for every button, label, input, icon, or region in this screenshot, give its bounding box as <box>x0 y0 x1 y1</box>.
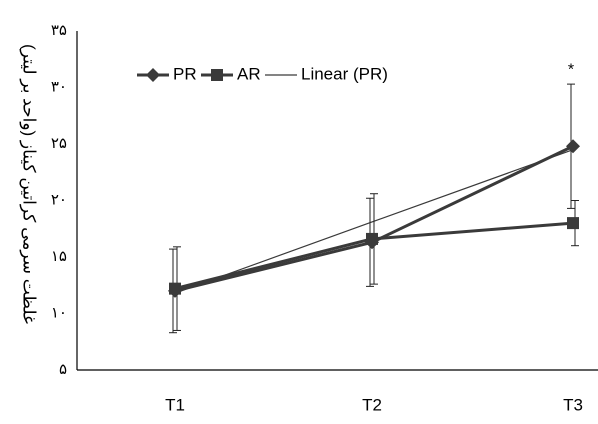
data-point-ar <box>366 232 378 245</box>
y-axis-label: غلظت سرمی کراتین کیناز (واحد بر لیتر) <box>20 44 39 324</box>
legend-label-linear-pr: Linear (PR) <box>301 64 388 83</box>
legend-marker-pr <box>146 68 160 82</box>
y-tick-label: ۱۰ <box>51 304 67 321</box>
x-tick-label: T2 <box>362 395 382 414</box>
axes: ۵ ۱۰ ۱۵ ۲۰ ۲۵ ۳۰ ۳۵ T1 T2 T3 <box>51 22 598 414</box>
legend-marker-ar <box>211 69 223 81</box>
trendline-layer <box>174 149 574 294</box>
annotations-layer: * <box>568 61 574 78</box>
significance-marker: * <box>568 61 574 78</box>
trendline-linear-pr <box>174 149 574 294</box>
error-bars-layer <box>169 83 579 334</box>
data-point-ar <box>567 217 579 230</box>
data-point-pr <box>566 139 580 154</box>
data-point-ar <box>169 282 181 295</box>
y-tick-label: ۱۵ <box>51 248 67 265</box>
x-tick-label: T1 <box>165 395 185 414</box>
legend-label-ar: AR <box>237 64 261 83</box>
x-tick-label: T3 <box>563 395 583 414</box>
y-tick-label: ۳۵ <box>51 22 67 39</box>
series-layer <box>168 139 580 298</box>
y-tick-label: ۳۰ <box>51 78 67 95</box>
y-axis-label-box: غلظت سرمی کراتین کیناز (واحد بر لیتر) <box>20 44 39 324</box>
y-tick-label: ۵ <box>59 361 67 378</box>
y-tick-label: ۲۵ <box>51 135 67 152</box>
legend: PR AR Linear (PR) <box>137 64 388 83</box>
legend-label-pr: PR <box>173 64 197 83</box>
y-tick-label: ۲۰ <box>51 191 67 208</box>
